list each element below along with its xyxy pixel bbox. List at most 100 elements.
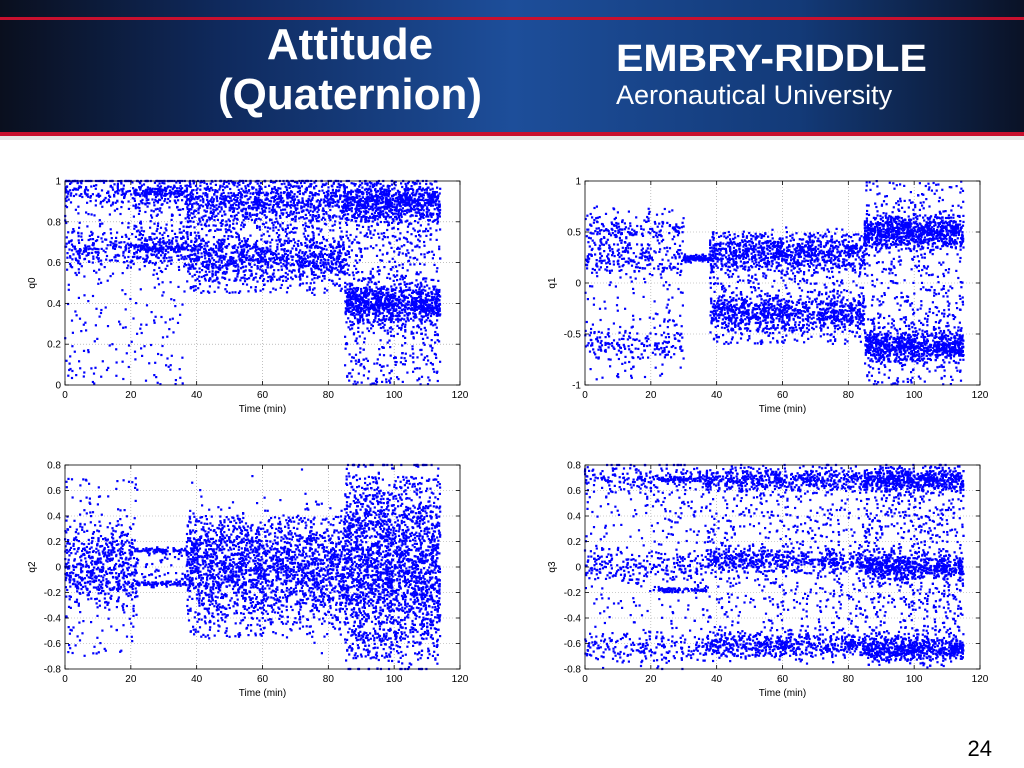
- data-point: [206, 193, 209, 196]
- data-point: [161, 247, 164, 251]
- data-point: [227, 182, 231, 185]
- data-point: [220, 208, 223, 211]
- data-point: [200, 245, 203, 249]
- data-point: [242, 215, 245, 218]
- data-point: [179, 246, 182, 249]
- data-point: [348, 285, 352, 288]
- data-point: [363, 306, 366, 309]
- data-point: [97, 282, 100, 285]
- data-point: [357, 313, 360, 316]
- data-point: [74, 248, 77, 251]
- data-point: [312, 239, 315, 242]
- data-point: [153, 243, 156, 246]
- data-point: [244, 239, 247, 242]
- data-point: [229, 262, 232, 265]
- data-point: [434, 330, 437, 334]
- data-point: [381, 206, 384, 209]
- data-point: [265, 221, 268, 224]
- data-point: [256, 239, 259, 243]
- data-point: [97, 235, 100, 238]
- data-point: [381, 253, 384, 256]
- slide-title: Attitude (Quaternion): [150, 20, 550, 120]
- data-point: [155, 247, 158, 250]
- data-point: [197, 258, 200, 261]
- data-point: [155, 187, 158, 191]
- data-point: [258, 228, 262, 231]
- data-point: [127, 344, 131, 347]
- data-point: [145, 257, 148, 260]
- data-point: [219, 256, 222, 259]
- data-point: [296, 202, 299, 205]
- data-point: [229, 204, 232, 207]
- data-point: [417, 283, 420, 286]
- data-point: [335, 262, 338, 265]
- data-point: [159, 207, 162, 210]
- data-point: [370, 323, 373, 326]
- data-point: [301, 265, 304, 268]
- data-point: [371, 382, 374, 385]
- data-point: [315, 260, 318, 263]
- data-point: [160, 244, 163, 247]
- data-point: [202, 192, 205, 195]
- data-point: [400, 199, 403, 202]
- data-point: [321, 254, 324, 257]
- data-point: [423, 326, 426, 329]
- data-point: [234, 291, 237, 294]
- data-point: [291, 262, 294, 266]
- data-point: [286, 224, 289, 227]
- data-point: [114, 240, 117, 243]
- data-point: [361, 186, 364, 189]
- data-point: [144, 379, 148, 382]
- data-point: [352, 322, 355, 326]
- data-point: [220, 246, 223, 249]
- data-point: [329, 198, 332, 201]
- data-point: [230, 191, 233, 195]
- data-point: [317, 220, 320, 223]
- data-point: [352, 203, 355, 206]
- data-point: [379, 189, 382, 192]
- data-point: [433, 333, 437, 337]
- data-point: [424, 289, 427, 292]
- data-point: [354, 183, 357, 186]
- data-point: [258, 201, 261, 204]
- data-point: [313, 281, 316, 284]
- data-point: [390, 288, 393, 291]
- data-point: [186, 280, 189, 283]
- data-point: [253, 198, 256, 201]
- data-point: [268, 184, 271, 187]
- data-point: [285, 261, 288, 264]
- data-point: [389, 268, 392, 271]
- data-point: [171, 214, 174, 217]
- data-point: [103, 198, 106, 201]
- data-point: [330, 245, 334, 248]
- data-point: [134, 358, 137, 361]
- data-point: [84, 321, 87, 324]
- data-point: [333, 258, 336, 262]
- data-point: [340, 230, 343, 233]
- data-point: [351, 324, 354, 327]
- data-point: [317, 227, 320, 230]
- data-point: [168, 256, 171, 259]
- data-point: [254, 258, 257, 261]
- data-point: [238, 241, 242, 244]
- data-point: [308, 185, 311, 188]
- data-point: [358, 195, 361, 198]
- data-point: [235, 203, 238, 207]
- data-point: [95, 194, 98, 197]
- data-point: [126, 242, 129, 245]
- data-point: [135, 302, 138, 305]
- data-point: [199, 188, 202, 191]
- data-point: [372, 297, 375, 300]
- data-point: [377, 280, 380, 283]
- data-point: [389, 215, 393, 219]
- data-point: [243, 280, 247, 283]
- data-point: [350, 182, 353, 185]
- data-point: [187, 198, 191, 201]
- data-point: [284, 230, 287, 233]
- data-point: [399, 361, 402, 364]
- data-point: [409, 354, 412, 357]
- data-point: [135, 230, 139, 233]
- data-point: [332, 247, 335, 250]
- data-point: [258, 187, 261, 190]
- data-point: [122, 184, 125, 187]
